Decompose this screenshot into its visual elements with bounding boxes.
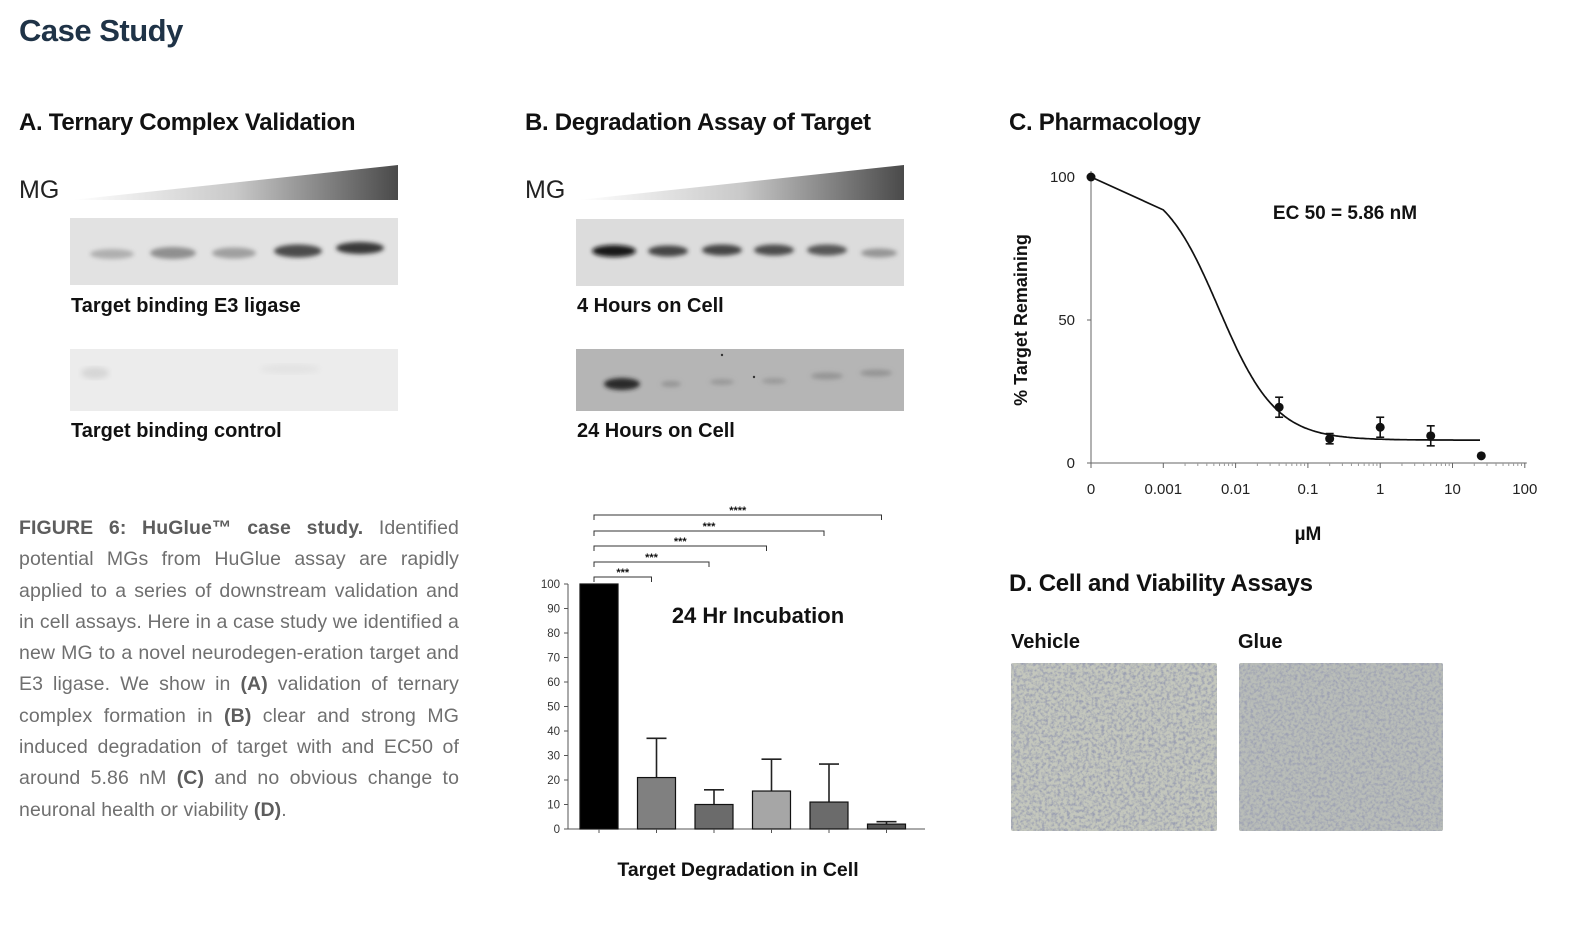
- bar: [809, 801, 849, 830]
- significance-bracket: [593, 561, 710, 567]
- bar-chart-x-label: Target Degradation in Cell: [617, 859, 858, 881]
- panel-d-vehicle-label: Vehicle: [1011, 631, 1080, 653]
- data-point: [1325, 434, 1335, 444]
- bar: [694, 803, 734, 830]
- panel-b-title: B. Degradation Assay of Target: [525, 109, 871, 136]
- significance-label: ****: [729, 505, 747, 517]
- figure-caption-text-1: Identified potential MGs from HuGlue ass…: [19, 517, 459, 696]
- panel-a-title: A. Ternary Complex Validation: [19, 109, 356, 136]
- panel-d-title: D. Cell and Viability Assays: [1009, 570, 1313, 597]
- significance-label: ***: [645, 552, 659, 564]
- panel-b-mg-label: MG: [525, 176, 566, 204]
- curve-x-tick-label: 1: [1376, 481, 1384, 498]
- significance-line: [593, 576, 652, 582]
- figure-caption-ref-d: (D): [253, 798, 282, 821]
- page-title: Case Study: [19, 13, 183, 48]
- panel-a-blot2-caption: Target binding control: [71, 420, 282, 442]
- panel-c-title: C. Pharmacology: [1009, 109, 1201, 136]
- figure-caption-ref-c: (C): [176, 767, 205, 790]
- data-point: [1426, 431, 1436, 441]
- significance-line: [593, 530, 825, 536]
- bar-y-tick-label: 20: [547, 775, 560, 787]
- significance-bracket: [593, 576, 652, 582]
- panel-a-gradient-wedge: [72, 165, 398, 200]
- bar-y-tick-label: 70: [547, 653, 560, 665]
- vehicle-micrograph: [1011, 663, 1217, 831]
- curve-y-tick-label: 50: [1058, 312, 1075, 329]
- fit-curve: [1090, 176, 1480, 441]
- panel-d-glue-label: Glue: [1238, 631, 1283, 653]
- panel-b-blot-4h: [576, 219, 904, 286]
- glue-micrograph: [1239, 663, 1443, 831]
- bar-y-tick-label: 40: [547, 726, 560, 738]
- curve-x-tick-label: 10: [1444, 481, 1461, 498]
- bar: [636, 776, 677, 830]
- panel-b-blot2-caption: 24 Hours on Cell: [577, 420, 735, 442]
- bar: [866, 823, 907, 830]
- bar: [751, 790, 792, 830]
- data-point: [1086, 172, 1096, 182]
- significance-bracket: [593, 545, 767, 551]
- figure-caption: FIGURE 6: HuGlue™ case study. Identified…: [19, 513, 459, 826]
- curve-y-tick-label: 0: [1067, 455, 1075, 472]
- panel-b-gradient-wedge: [578, 165, 904, 200]
- significance-line: [593, 561, 710, 567]
- bar-chart-title: 24 Hr Incubation: [672, 603, 844, 628]
- curve-x-tick-label: 0.01: [1221, 481, 1250, 498]
- panel-b-blot-24h: [576, 349, 904, 411]
- curve-x-tick-label: 0: [1087, 481, 1095, 498]
- panel-a-blot1-caption: Target binding E3 ligase: [71, 295, 301, 317]
- panel-a-blot-control: [70, 349, 398, 411]
- figure-caption-label: FIGURE 6: HuGlue™ case study.: [19, 517, 364, 539]
- ec50-annotation: EC 50 = 5.86 nM: [1273, 203, 1417, 224]
- bar: [579, 583, 619, 830]
- bar-y-tick-label: 10: [547, 800, 560, 812]
- significance-label: ***: [703, 521, 717, 533]
- bar-y-tick-label: 80: [547, 628, 560, 640]
- bar-y-tick-label: 30: [547, 751, 560, 763]
- degradation-bar-chart: 0102030405060708090100****************24…: [541, 505, 925, 881]
- curve-x-label: µM: [1295, 524, 1322, 545]
- bar-y-tick-label: 50: [547, 702, 560, 714]
- significance-line: [593, 514, 882, 520]
- curve-x-tick-label: 100: [1512, 481, 1537, 498]
- figure-caption-ref-b: (B): [224, 704, 252, 727]
- curve-y-tick-label: 100: [1050, 169, 1075, 186]
- significance-line: [593, 545, 767, 551]
- bar-y-tick-label: 60: [547, 677, 560, 689]
- figure-caption-text-5: .: [281, 798, 287, 821]
- panel-a-blot-e3-ligase: [70, 218, 398, 285]
- figure-caption-text-4: and no obvious change to neuronal health…: [19, 767, 460, 821]
- data-point: [1476, 451, 1486, 461]
- curve-x-tick-label: 0.1: [1297, 481, 1318, 498]
- curve-x-tick-label: 0.001: [1145, 481, 1183, 498]
- significance-label: ***: [674, 536, 688, 548]
- bar-y-tick-label: 90: [547, 604, 560, 616]
- figure-caption-text-3: clear and strong MG induced degradation …: [19, 704, 459, 790]
- bar-y-tick-label: 0: [554, 824, 560, 836]
- figure-caption-text-2: validation of ternary complex formation …: [19, 673, 460, 727]
- panel-b-blot1-caption: 4 Hours on Cell: [577, 295, 724, 317]
- curve-y-label: % Target Remaining: [1011, 234, 1031, 406]
- data-point: [1274, 402, 1284, 412]
- significance-label: ***: [616, 567, 630, 579]
- data-point: [1375, 422, 1385, 432]
- figure-caption-ref-a: (A): [240, 673, 268, 696]
- panel-a-mg-label: MG: [19, 176, 60, 204]
- significance-bracket: [593, 530, 825, 536]
- bar-y-tick-label: 100: [541, 579, 560, 591]
- significance-bracket: [593, 514, 882, 520]
- pharmacology-chart: 0 50 100 0 0.001 0.01 0.1 1 10 100 EC 50 = 5.86 nM…: [1011, 169, 1537, 545]
